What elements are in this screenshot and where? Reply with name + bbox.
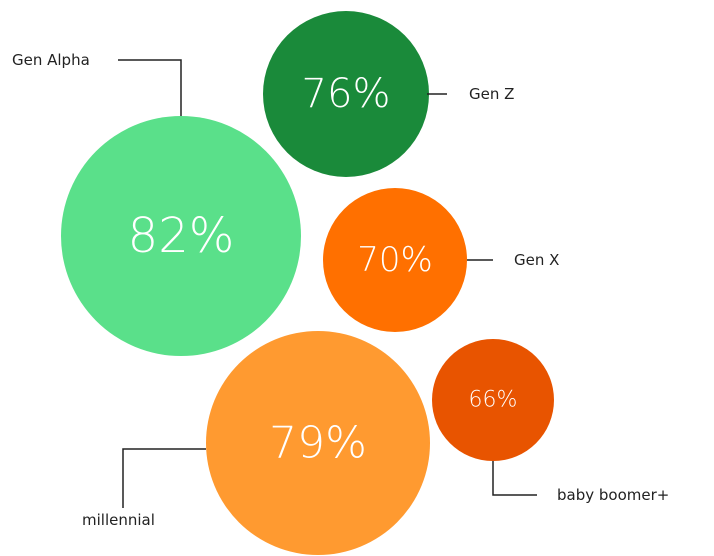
leader-line [122,448,206,508]
leader-line [492,461,537,496]
category-label: millennial [82,511,155,529]
bubble-value-label: 76% [302,71,391,117]
bubble-value-label: 82% [128,208,235,264]
category-label: Gen X [514,251,559,269]
bubble [432,339,554,461]
bubble-value-label: 70% [357,240,433,280]
category-label: Gen Z [469,85,514,103]
bubble-value-label: 79% [269,418,367,469]
bubble [206,331,430,555]
bubble-value-label: 66% [469,388,518,413]
category-label: baby boomer+ [557,486,669,504]
leader-line [118,59,182,116]
category-label: Gen Alpha [12,51,90,69]
bubble [263,11,429,177]
bubble [323,188,467,332]
bubble [61,116,301,356]
